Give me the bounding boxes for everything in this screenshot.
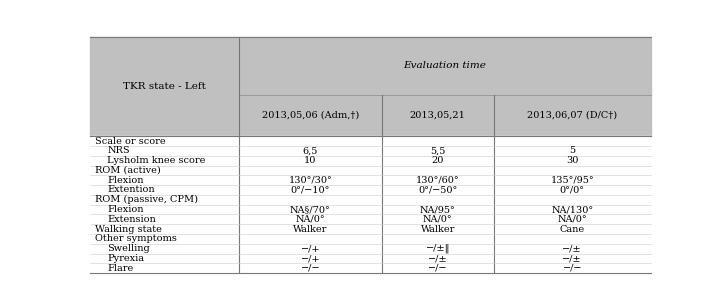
Text: 130°/60°: 130°/60° <box>416 176 460 185</box>
Polygon shape <box>90 95 651 136</box>
Text: Flexion: Flexion <box>107 176 144 185</box>
Text: 0°/−50°: 0°/−50° <box>418 185 458 195</box>
Text: 0°/0°: 0°/0° <box>560 185 585 195</box>
Polygon shape <box>90 136 651 273</box>
Text: Evaluation time: Evaluation time <box>403 61 487 70</box>
Text: 130°/30°: 130°/30° <box>288 176 332 185</box>
Text: NA/0°: NA/0° <box>557 215 587 224</box>
Text: 30: 30 <box>566 156 578 165</box>
Text: NA/0°: NA/0° <box>423 215 453 224</box>
Text: ROM (active): ROM (active) <box>95 166 161 175</box>
Text: Swelling: Swelling <box>107 244 150 253</box>
Text: −/+: −/+ <box>301 244 320 253</box>
Text: NA/130°: NA/130° <box>551 205 594 214</box>
Text: −/±‖: −/±‖ <box>426 244 450 254</box>
Polygon shape <box>90 37 651 95</box>
Text: 135°/95°: 135°/95° <box>550 176 594 185</box>
Text: 20: 20 <box>432 156 444 165</box>
Text: Walking state: Walking state <box>95 225 162 234</box>
Text: Scale or score: Scale or score <box>95 137 166 146</box>
Text: Extention: Extention <box>107 185 155 195</box>
Text: Cane: Cane <box>560 225 585 234</box>
Text: 0°/−10°: 0°/−10° <box>291 185 330 195</box>
Text: −/−: −/− <box>562 264 582 273</box>
Text: NA/95°: NA/95° <box>420 205 455 214</box>
Text: NA§/70°: NA§/70° <box>290 205 330 214</box>
Text: 2013,06,07 (D/C†): 2013,06,07 (D/C†) <box>527 111 617 120</box>
Text: 6,5: 6,5 <box>303 146 318 155</box>
Text: Flexion: Flexion <box>107 205 144 214</box>
Text: Other symptoms: Other symptoms <box>95 235 176 243</box>
Text: Extension: Extension <box>107 215 156 224</box>
Text: 2013,05,06 (Adm,†): 2013,05,06 (Adm,†) <box>262 111 359 120</box>
Text: 5: 5 <box>569 146 576 155</box>
Text: −/−: −/− <box>428 264 448 273</box>
Text: −/+: −/+ <box>301 254 320 263</box>
Text: ROM (passive, CPM): ROM (passive, CPM) <box>95 195 198 204</box>
Text: 5,5: 5,5 <box>430 146 445 155</box>
Text: −/±: −/± <box>428 254 448 263</box>
Text: TKR state - Left: TKR state - Left <box>123 82 206 91</box>
Text: Walker: Walker <box>293 225 328 234</box>
Text: 2013,05,21: 2013,05,21 <box>410 111 466 120</box>
Text: NRS: NRS <box>107 146 130 155</box>
Text: NA/0°: NA/0° <box>296 215 325 224</box>
Text: Pyrexia: Pyrexia <box>107 254 144 263</box>
Text: −/±: −/± <box>562 254 582 263</box>
Text: Lysholm knee score: Lysholm knee score <box>107 156 205 165</box>
Text: Flare: Flare <box>107 264 134 273</box>
Text: −/−: −/− <box>301 264 320 273</box>
Text: 10: 10 <box>304 156 317 165</box>
Text: Walker: Walker <box>421 225 455 234</box>
Text: −/±: −/± <box>562 244 582 253</box>
